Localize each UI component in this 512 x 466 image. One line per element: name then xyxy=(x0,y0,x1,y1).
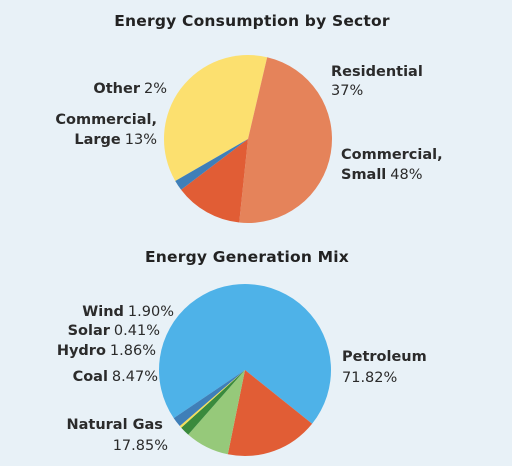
pie-slice-other xyxy=(175,139,248,190)
pie-slice-commercial-small xyxy=(239,57,332,223)
slice-label-other: Other 2% xyxy=(93,81,167,97)
pie-slice-commercial-large xyxy=(181,139,248,223)
generation-slices xyxy=(158,284,331,457)
slice-label-wind: Wind 1.90% xyxy=(82,304,174,320)
chart-title: Energy Generation Mix xyxy=(145,248,349,266)
generation-pie-chart: Energy Generation Mix Petroleum 71.82% N… xyxy=(57,248,432,457)
pie-slice-petroleum xyxy=(158,284,331,424)
slice-label-natural-gas: Natural Gas 17.85% xyxy=(66,417,168,454)
pie-slice-solar xyxy=(179,370,245,428)
pie-slice-residential xyxy=(163,55,268,181)
consumption-slices xyxy=(163,55,332,223)
slice-label-commercial-small: Commercial, Small 48% xyxy=(341,147,448,183)
pie-slice-coal xyxy=(188,370,245,455)
pie-slice-wind xyxy=(173,370,245,427)
slice-label-hydro: Hydro 1.86% xyxy=(57,343,156,359)
chart-title: Energy Consumption by Sector xyxy=(114,12,390,30)
slice-label-residential: Residential 37% xyxy=(331,64,428,99)
slice-label-solar: Solar 0.41% xyxy=(68,323,160,339)
pie-slice-hydro xyxy=(181,370,245,435)
slice-label-commercial-large: Commercial, xyxy=(55,112,157,128)
slice-label-coal: Coal 8.47% xyxy=(73,369,158,385)
consumption-pie-chart: Energy Consumption by Sector Residential… xyxy=(55,12,448,223)
pie-slice-natural-gas xyxy=(227,370,313,457)
slice-label-petroleum: Petroleum 71.82% xyxy=(342,349,432,386)
slice-label-commercial-large-line2: Large 13% xyxy=(74,132,157,148)
